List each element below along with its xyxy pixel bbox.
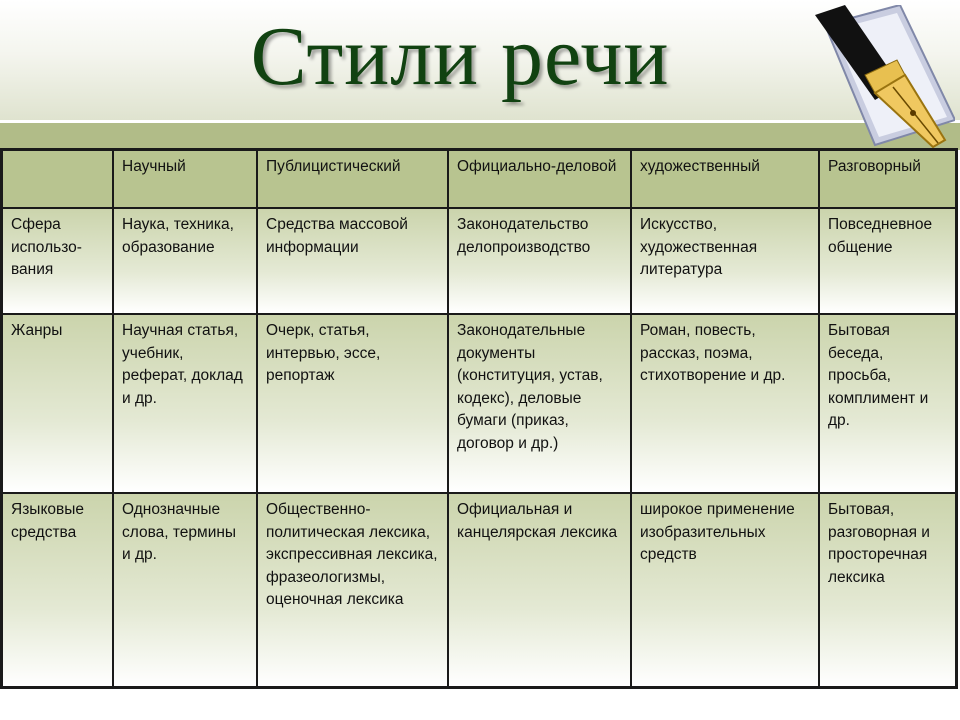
table-cell: Наука, техника, образование — [112, 207, 258, 315]
table-cell: Общественно-политическая лексика, экспре… — [256, 492, 449, 689]
table-cell: Бытовая беседа, просьба, комплимент и др… — [818, 313, 958, 494]
styles-table: Научный Публицистический Официально-дело… — [0, 148, 958, 689]
fountain-pen-icon — [815, 5, 955, 149]
table-cell: Искусство, художественная литература — [630, 207, 820, 315]
table-cell: Средства массовой информации — [256, 207, 449, 315]
header-background — [0, 0, 960, 120]
table-cell: Научная статья, учебник, реферат, доклад… — [112, 313, 258, 494]
table-row: Языковые средства Однозначные слова, тер… — [0, 492, 958, 689]
table-header-row: Научный Публицистический Официально-дело… — [0, 148, 958, 209]
header-band — [0, 123, 960, 150]
table-cell: Бытовая, разговорная и просторечная лекс… — [818, 492, 958, 689]
row-label: Языковые средства — [0, 492, 114, 689]
table-row: Сфера использо-вания Наука, техника, обр… — [0, 207, 958, 315]
header-cell: Официально-деловой — [447, 148, 632, 209]
header-cell: Научный — [112, 148, 258, 209]
row-label: Сфера использо-вания — [0, 207, 114, 315]
header-cell: Публицистический — [256, 148, 449, 209]
row-label: Жанры — [0, 313, 114, 494]
table-cell: Официальная и канцелярская лексика — [447, 492, 632, 689]
table-cell: Законодательные документы (конституция, … — [447, 313, 632, 494]
header-cell: художественный — [630, 148, 820, 209]
table-cell: Однозначные слова, термины и др. — [112, 492, 258, 689]
table-cell: широкое применение изобразительных средс… — [630, 492, 820, 689]
table-row: Жанры Научная статья, учебник, реферат, … — [0, 313, 958, 494]
table-cell: Роман, повесть, рассказ, поэма, стихотво… — [630, 313, 820, 494]
table-cell: Повседневное общение — [818, 207, 958, 315]
table-cell: Очерк, статья, интервью, эссе, репортаж — [256, 313, 449, 494]
slide-title: Стили речи — [250, 10, 670, 103]
header-cell: Разговорный — [818, 148, 958, 209]
table-cell: Законодательство делопроизводство — [447, 207, 632, 315]
header-cell — [0, 148, 114, 209]
